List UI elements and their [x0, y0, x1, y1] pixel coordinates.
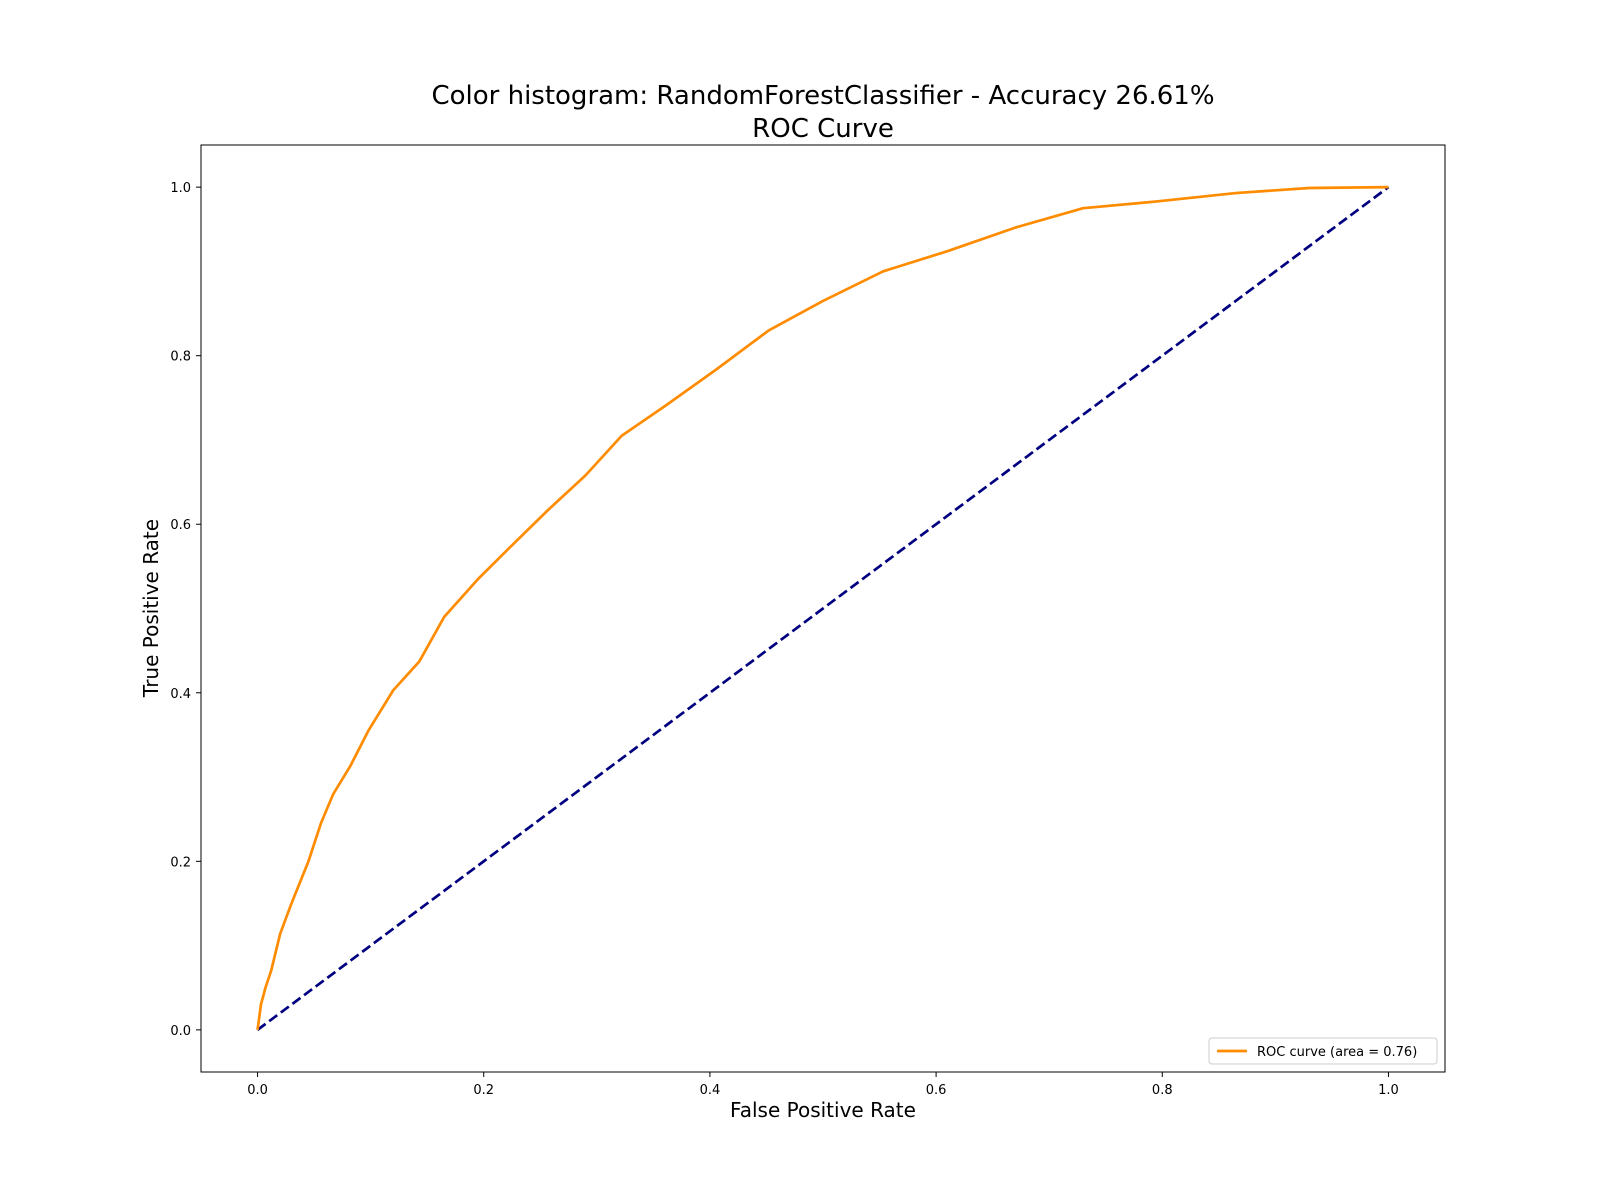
x-tick-label: 1.0: [1378, 1083, 1399, 1098]
plot-frame: [200, 144, 1446, 1073]
legend-box: [1208, 1037, 1438, 1065]
y-tick-label: 0.6: [170, 518, 191, 533]
plot-area: [256, 185, 1390, 1031]
legend-entry: ROC curve (area = 0.76): [1257, 1045, 1417, 1060]
roc-curve-line: [256, 185, 1389, 1031]
legend: ROC curve (area = 0.76): [1208, 1037, 1438, 1065]
chart-title: Color histogram: RandomForestClassifier …: [431, 81, 1214, 111]
y-axis-ticks: 0.0 0.2 0.4 0.6 0.8 1.0: [170, 181, 201, 1039]
y-tick-label: 0.2: [170, 855, 191, 870]
chance-diagonal-line: [256, 186, 1390, 1031]
x-tick-label: 0.6: [926, 1083, 947, 1098]
y-tick-label: 0.8: [170, 350, 191, 365]
y-tick-label: 1.0: [170, 181, 191, 196]
x-tick-label: 0.0: [247, 1083, 268, 1098]
x-tick-label: 0.4: [700, 1083, 721, 1098]
y-axis-label: True Positive Rate: [139, 519, 163, 698]
x-axis-label: False Positive Rate: [730, 1098, 916, 1122]
x-tick-label: 0.2: [473, 1083, 494, 1098]
y-tick-label: 0.4: [170, 687, 191, 702]
x-axis-ticks: 0.0 0.2 0.4 0.6 0.8 1.0: [247, 1072, 1399, 1098]
chart-subtitle: ROC Curve: [752, 114, 894, 144]
x-tick-label: 0.8: [1152, 1083, 1173, 1098]
y-tick-label: 0.0: [170, 1024, 191, 1039]
